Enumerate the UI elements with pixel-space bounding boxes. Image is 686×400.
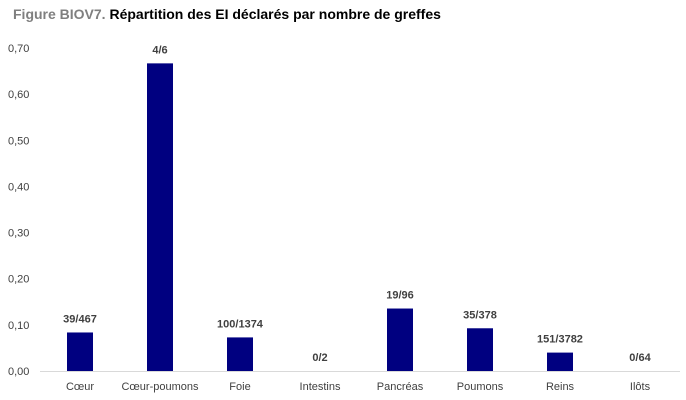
category-label: Ilôts [630,381,651,393]
data-label: 0/2 [312,352,327,364]
category-label: Foie [229,381,250,393]
category-label: Pancréas [377,381,424,393]
bar [467,328,493,371]
category-label: Cœur [66,381,94,393]
category-label: Reins [546,381,575,393]
data-label: 35/378 [463,309,497,321]
bar [547,352,573,371]
bar [147,63,173,371]
bar [387,308,413,371]
data-label: 39/467 [63,313,97,325]
y-tick-label: 0,20 [8,274,29,286]
chart-title: Figure BIOV7. Répartition des EI déclaré… [13,6,441,22]
chart-title-prefix: Figure BIOV7. [13,6,106,22]
data-label: 4/6 [152,44,167,56]
data-label: 19/96 [386,290,414,302]
category-label: Cœur-poumons [121,381,199,393]
y-tick-label: 0,70 [8,43,29,55]
y-tick-label: 0,60 [8,89,29,101]
y-tick-label: 0,40 [8,181,29,193]
category-label: Poumons [457,381,504,393]
bar [67,332,93,371]
y-tick-label: 0,10 [8,320,29,332]
category-label: Intestins [300,381,341,393]
data-label: 100/1374 [217,318,264,330]
y-tick-label: 0,30 [8,228,29,240]
y-tick-label: 0,50 [8,135,29,147]
chart-title-main: Répartition des EI déclarés par nombre d… [105,6,441,22]
data-label: 0/64 [629,352,651,364]
data-label: 151/3782 [537,334,583,346]
y-tick-label: 0,00 [8,366,29,378]
bar [227,337,253,371]
